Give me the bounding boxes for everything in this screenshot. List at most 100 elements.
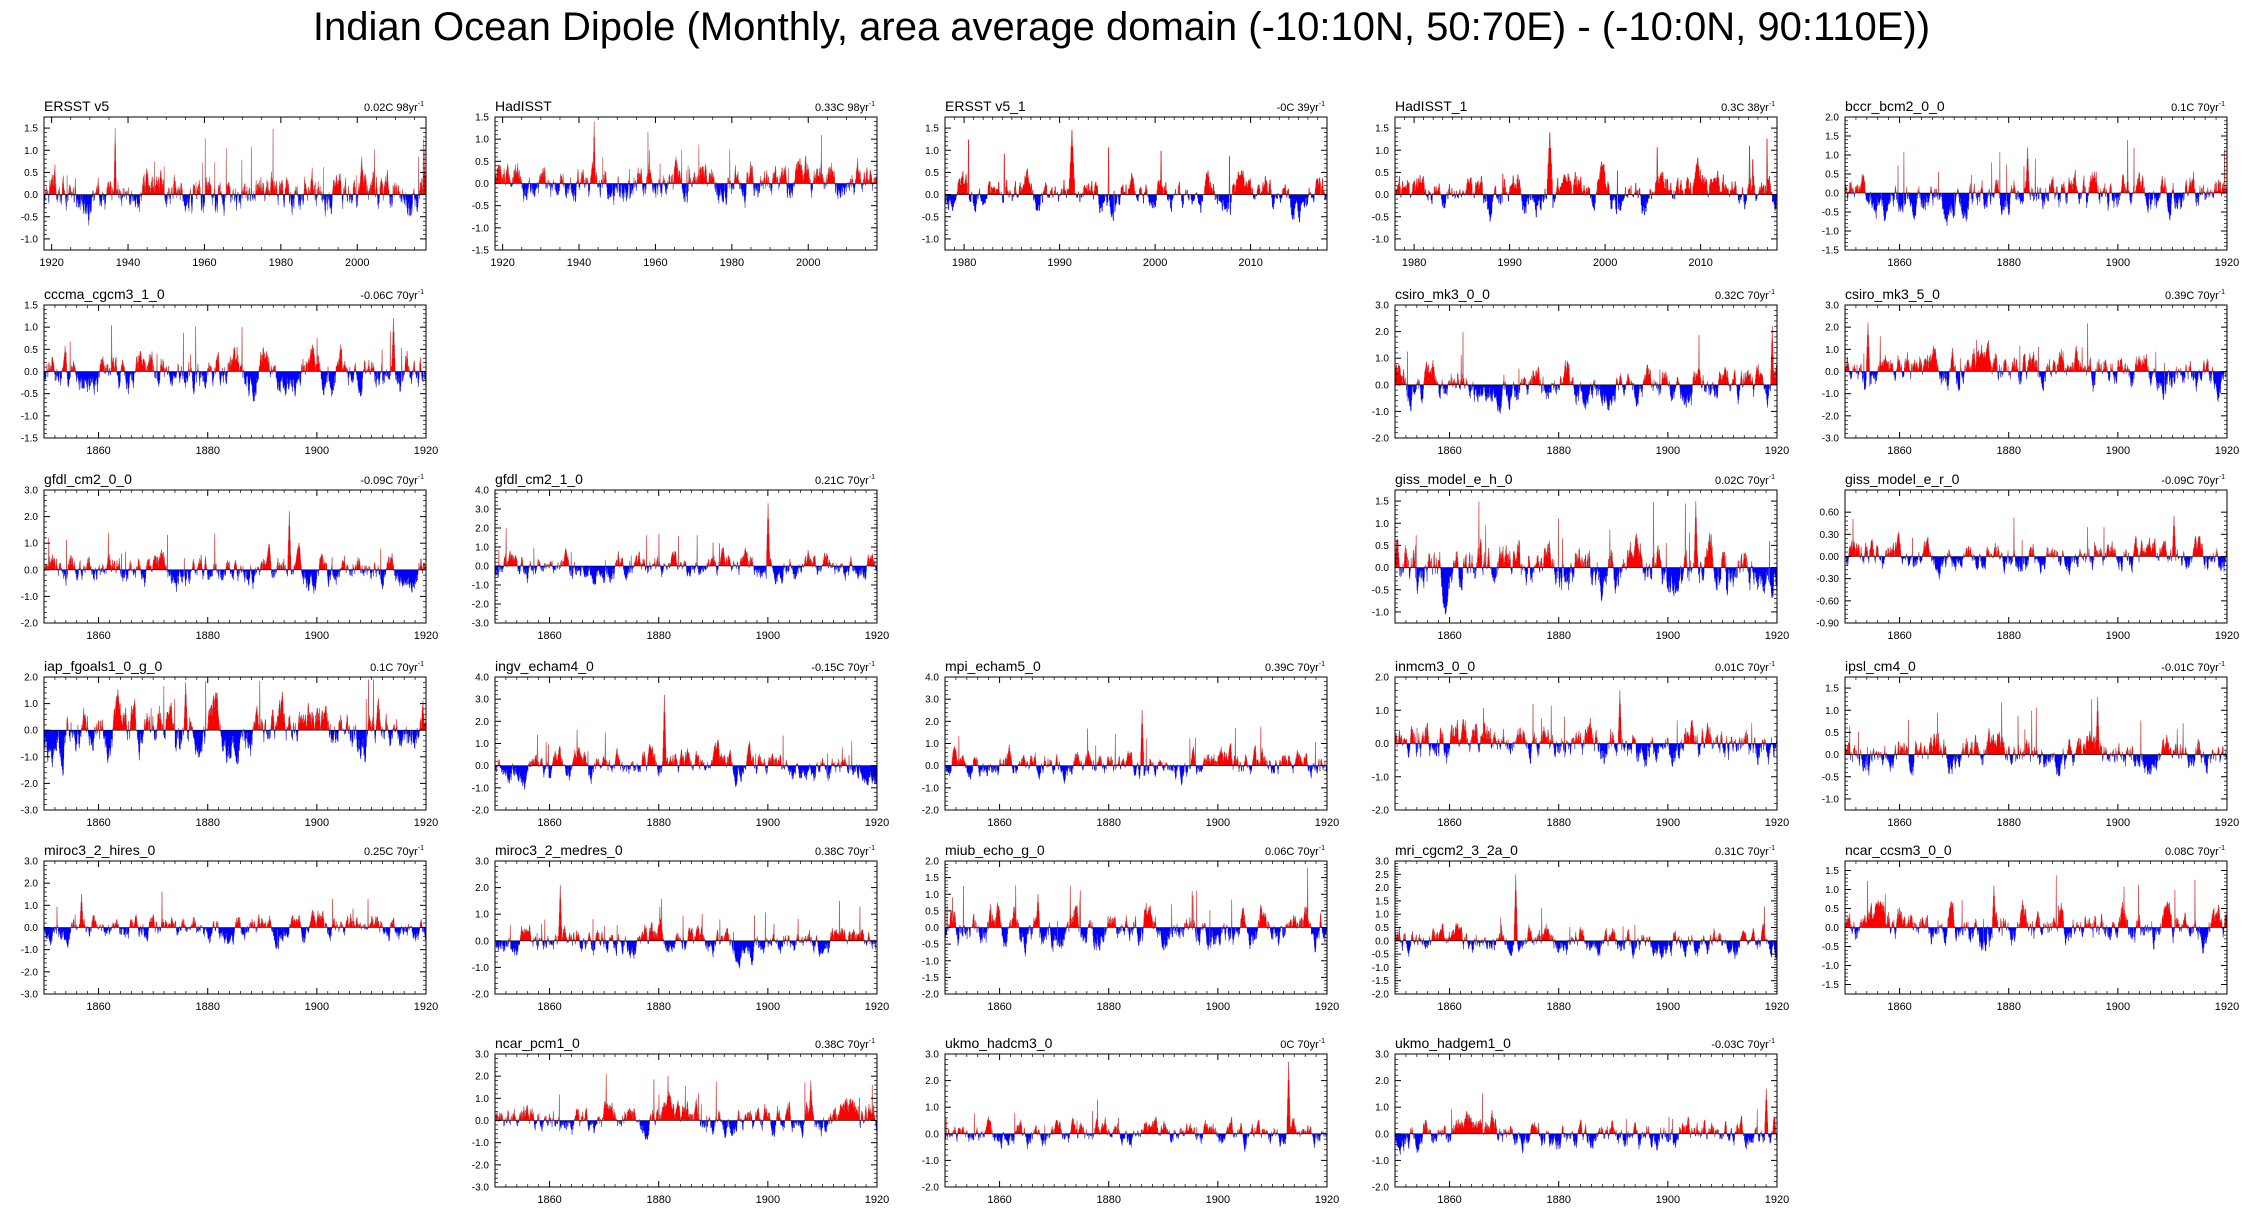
y-tick-label: -1.0 (1822, 794, 1840, 805)
y-tick-label: 1.0 (925, 890, 939, 901)
series-line (945, 130, 1327, 223)
panel-title: gfdl_cm2_0_0 (44, 471, 132, 487)
x-tick-label: 1920 (490, 257, 514, 269)
panel-trend: 0.21C 70yr-1 (815, 474, 875, 487)
chart-panel: giss_model_e_h_0 0.02C 70yr-1 -1.0 -0.5 0.0 0… (1372, 471, 1789, 642)
y-tick-label: 1.0 (1375, 910, 1389, 921)
panel-trend: -0.09C 70yr-1 (2161, 474, 2225, 487)
x-tick-label: 1900 (305, 1001, 329, 1013)
y-tick-label: -0.5 (922, 940, 940, 951)
y-tick-label: -1.5 (1822, 980, 1840, 991)
x-tick-label: 1880 (1996, 817, 2020, 829)
x-tick-label: 1990 (1497, 257, 1521, 269)
x-tick-label: 1920 (865, 630, 889, 642)
y-tick-label: 1.0 (1375, 1103, 1389, 1114)
y-tick-label: -0.5 (1372, 950, 1390, 961)
y-tick-label: 0.0 (1375, 936, 1389, 947)
y-tick-label: 1.0 (1825, 706, 1839, 717)
y-tick-label: -1.0 (922, 956, 940, 967)
y-tick-label: 1.5 (1375, 497, 1389, 508)
y-tick-label: 0.0 (24, 190, 38, 201)
x-tick-label: 1860 (1887, 445, 1911, 457)
x-tick-label: 1980 (720, 257, 744, 269)
y-tick-label: 2.0 (24, 512, 38, 523)
positive-bars (1845, 139, 2227, 193)
panel-trend-sup: -1 (1769, 845, 1775, 852)
plot-frame (1394, 116, 1778, 251)
negative-bars (1399, 567, 1777, 615)
x-tick-label: 1880 (646, 630, 670, 642)
x-tick-label: 1920 (1315, 1194, 1339, 1206)
x-tick-label: 1880 (1996, 257, 2020, 269)
panel-trend-sup: -1 (1769, 101, 1775, 108)
y-tick-label: 0.0 (475, 761, 489, 772)
x-tick-label: 1880 (646, 817, 670, 829)
plot-frame (944, 676, 1328, 811)
y-tick-label: 2.5 (1375, 870, 1389, 881)
negative-bars (1845, 371, 2227, 402)
chart-panel: csiro_mk3_5_0 0.39C 70yr-1 -3.0 -2.0 -1.0 0.0… (1822, 286, 2239, 457)
y-tick-label: 4.0 (475, 486, 489, 497)
panel-trend: -0C 39yr-1 (1277, 101, 1326, 114)
y-tick-label: 0.0 (475, 562, 489, 573)
plot-frame (944, 1053, 1328, 1188)
plot-frame (494, 489, 878, 624)
series-line (1844, 515, 2228, 580)
negative-bars (1405, 384, 1771, 414)
series-line (43, 128, 427, 226)
y-tick-label: 0.0 (1825, 367, 1839, 378)
x-tick-label: 1920 (1765, 1194, 1789, 1206)
x-tick-label: 1880 (195, 817, 219, 829)
y-tick-label: 0.5 (925, 906, 939, 917)
y-tick-label: 0.00 (1820, 552, 1840, 563)
series-line (43, 511, 427, 594)
panel-trend-sup: -1 (1319, 1038, 1325, 1045)
panel-trend: 0.3C 38yr-1 (1721, 101, 1775, 114)
panel-trend-sup: -1 (1319, 101, 1325, 108)
y-tick-label: -1.0 (1822, 389, 1840, 400)
series-line (494, 121, 878, 209)
x-tick-label: 1880 (1546, 1194, 1570, 1206)
panel-title: inmcm3_0_0 (1395, 658, 1475, 674)
x-tick-label: 1860 (537, 1001, 561, 1013)
x-tick-label: 1860 (1887, 257, 1911, 269)
x-tick-label: 1960 (643, 257, 667, 269)
x-tick-label: 1880 (1996, 630, 2020, 642)
x-tick-label: 1880 (1096, 1001, 1120, 1013)
y-tick-label: 4.0 (925, 673, 939, 684)
y-tick-label: 2.0 (1375, 327, 1389, 338)
y-tick-label: 2.0 (24, 673, 38, 684)
positive-bars (495, 1074, 876, 1121)
series-line (1394, 874, 1778, 960)
panel-title: mpi_echam5_0 (945, 658, 1041, 674)
panel-trend-sup: -1 (418, 101, 424, 108)
y-tick-label: 3.0 (475, 857, 489, 868)
y-tick-label: 3.0 (1375, 1050, 1389, 1061)
x-tick-label: 1920 (2215, 817, 2239, 829)
x-tick-label: 2000 (1593, 257, 1617, 269)
chart-panel: csiro_mk3_0_0 0.32C 70yr-1 -2.0 -1.0 0.0 1.0 2… (1372, 286, 1789, 457)
panel-trend: -0.15C 70yr-1 (811, 661, 875, 674)
series-line (494, 503, 878, 586)
y-tick-label: -2.0 (1372, 1183, 1390, 1194)
negative-bars (44, 194, 420, 226)
chart-panel: gfdl_cm2_1_0 0.21C 70yr-1 -3.0 -2.0 -1.0 0.0 1… (472, 471, 889, 642)
negative-bars (44, 371, 426, 402)
y-tick-label: -0.5 (1822, 772, 1840, 783)
y-tick-label: 2.0 (475, 524, 489, 535)
y-tick-label: 1.0 (475, 910, 489, 921)
y-tick-label: -0.90 (1816, 619, 1839, 630)
y-tick-label: 2.0 (475, 1072, 489, 1083)
plot-frame (43, 676, 427, 811)
y-tick-label: 1.5 (1825, 684, 1839, 695)
panel-trend: 0.39C 70yr-1 (2165, 289, 2225, 302)
y-tick-label: 1.5 (24, 301, 38, 312)
panel-trend: 0.25C 70yr-1 (364, 845, 424, 858)
y-tick-label: 0.0 (1375, 739, 1389, 750)
panel-title: HadISST_1 (1395, 98, 1468, 114)
plot-frame (1394, 1053, 1778, 1188)
x-tick-label: 1900 (1206, 817, 1230, 829)
y-tick-label: -2.0 (472, 806, 490, 817)
y-tick-label: -0.30 (1816, 574, 1839, 585)
positive-bars (945, 1061, 1326, 1134)
